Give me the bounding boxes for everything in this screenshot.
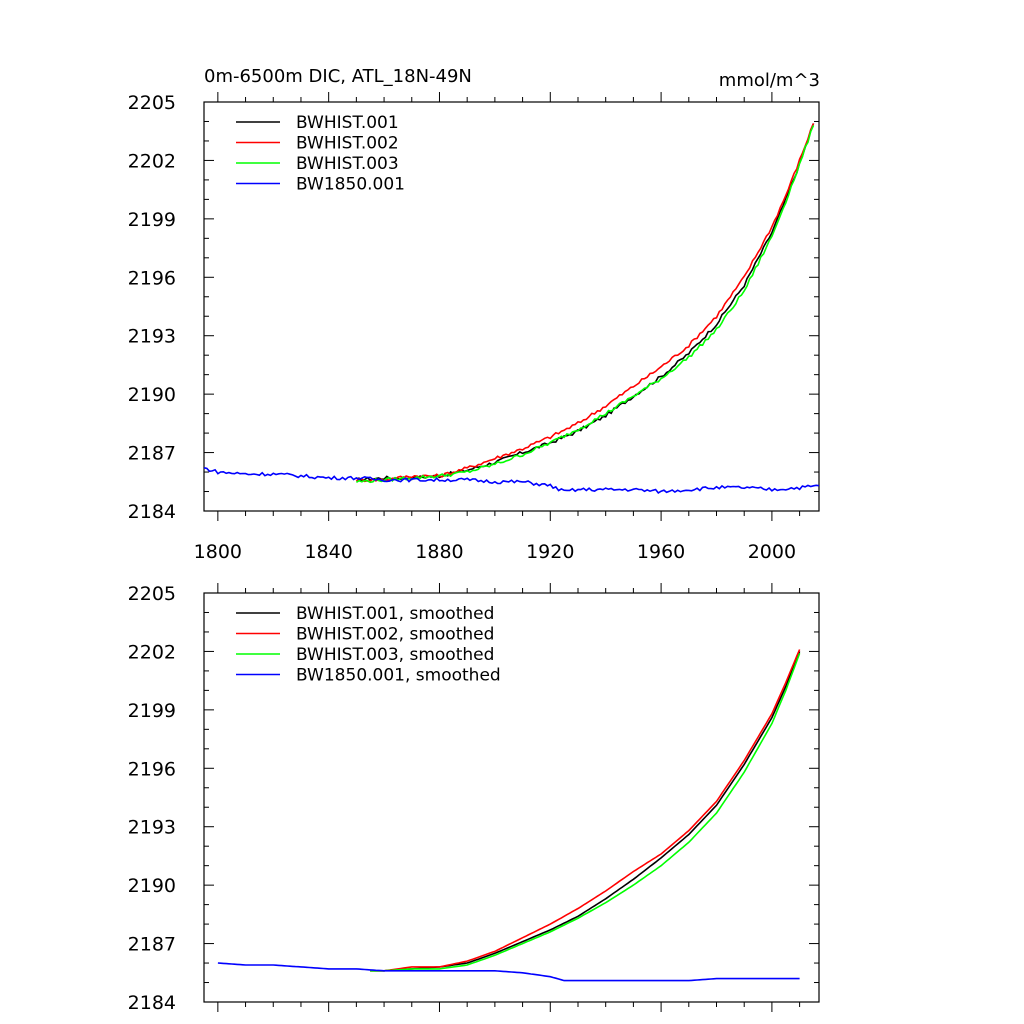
x-tick-label: 2000 xyxy=(748,541,796,563)
y-tick-label: 2190 xyxy=(128,384,176,406)
legend-label: BW1850.001, smoothed xyxy=(296,666,501,686)
x-tick-label: 1800 xyxy=(194,541,242,563)
x-tick-label: 1960 xyxy=(637,541,685,563)
plot-frame xyxy=(203,101,820,512)
legend-label: BWHIST.002, smoothed xyxy=(296,625,494,645)
figure-units: mmol/m^3 xyxy=(719,70,820,91)
y-tick-label: 2202 xyxy=(128,150,176,172)
y-tick-label: 2196 xyxy=(128,758,176,780)
legend-label: BWHIST.003 xyxy=(296,154,399,174)
y-tick-label: 2196 xyxy=(128,267,176,289)
series-line-1 xyxy=(370,649,801,972)
bottom-panel: 2184 2187 2190 2193 2196 2199 2202 2205 BWHIST.0… xyxy=(128,583,820,1014)
y-tick-label: 2199 xyxy=(128,700,176,722)
legend-label: BWHIST.002 xyxy=(296,134,399,154)
x-tick-label: 1880 xyxy=(415,541,463,563)
y-tick-label: 2205 xyxy=(128,583,176,605)
plot-frame xyxy=(203,592,820,1003)
y-tick-label: 2187 xyxy=(128,443,176,465)
series-line-3 xyxy=(217,962,800,982)
legend-label: BW1850.001 xyxy=(296,175,405,195)
series-line-2 xyxy=(355,125,815,484)
y-tick-label: 2202 xyxy=(128,641,176,663)
y-tick-label: 2187 xyxy=(128,934,176,956)
y-tick-label: 2193 xyxy=(128,326,176,348)
series-line-2 xyxy=(370,653,801,972)
y-tick-label: 2190 xyxy=(128,875,176,897)
y-tick-label: 2205 xyxy=(128,92,176,114)
legend-label: BWHIST.001, smoothed xyxy=(296,604,494,624)
legend-label: BWHIST.001 xyxy=(296,113,399,133)
y-tick-label: 2199 xyxy=(128,209,176,231)
legend-label: BWHIST.003, smoothed xyxy=(296,645,494,665)
y-tick-label: 2184 xyxy=(128,992,176,1014)
series-line-3 xyxy=(203,467,820,494)
series-line-0 xyxy=(370,651,801,972)
y-tick-label: 2184 xyxy=(128,501,176,523)
y-tick-label: 2193 xyxy=(128,817,176,839)
x-tick-label: 1920 xyxy=(526,541,574,563)
top-panel: 2184 2187 2190 2193 2196 2199 2202 2205 1800 1840… xyxy=(128,92,820,563)
x-tick-label: 1840 xyxy=(304,541,352,563)
figure-title: 0m-6500m DIC, ATL_18N-49N xyxy=(204,66,472,87)
